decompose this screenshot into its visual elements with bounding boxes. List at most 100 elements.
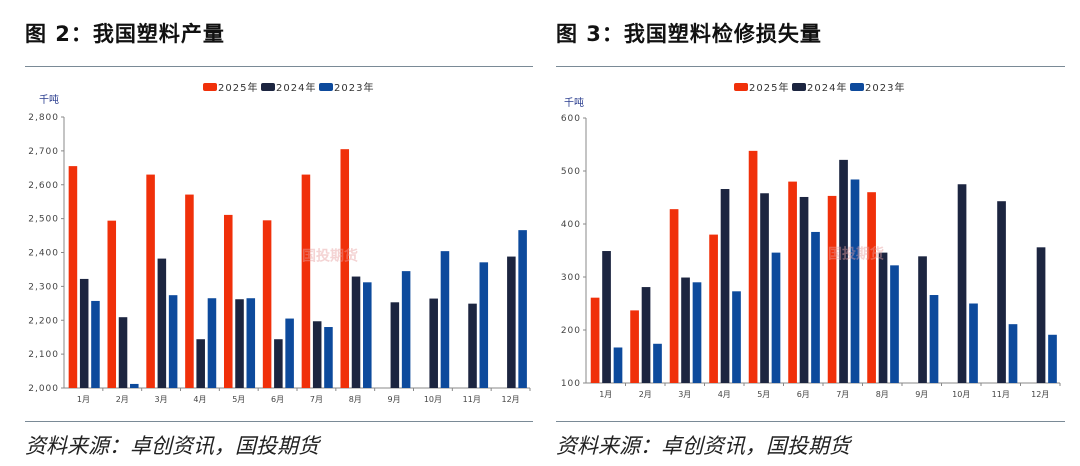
y-tick-label: 2,500 <box>28 215 59 225</box>
x-tick-label: 10月 <box>952 390 970 399</box>
x-tick-label: 8月 <box>349 395 362 404</box>
x-tick-label: 8月 <box>876 390 889 399</box>
x-tick-label: 6月 <box>271 395 284 404</box>
x-tick-label: 9月 <box>388 395 401 404</box>
bar-2024年 <box>918 256 927 383</box>
y-tick-label: 100 <box>561 379 581 389</box>
bar-2023年 <box>1048 334 1057 383</box>
bar-2023年 <box>246 298 256 388</box>
x-tick-label: 1月 <box>77 395 90 404</box>
bar-2024年 <box>641 287 651 383</box>
chart-panel-maintenance-loss: 图 3：我国塑料检修损失量 2025年 2024年 2023年 千吨 100 200 300… <box>556 0 1065 466</box>
y-tick-label: 500 <box>561 167 581 177</box>
x-tick-label: 10月 <box>424 395 442 404</box>
x-tick-label: 4月 <box>193 395 206 404</box>
bar-2023年 <box>890 265 899 383</box>
bar-2023年 <box>168 295 178 388</box>
y-tick-label: 300 <box>561 273 581 283</box>
bar-2023年 <box>692 282 702 383</box>
bar-2024年 <box>760 193 769 383</box>
x-tick-label: 12月 <box>501 395 519 404</box>
bar-2025年 <box>146 174 155 388</box>
bar-2024年 <box>878 252 888 383</box>
y-tick-label: 2,300 <box>28 282 59 292</box>
chart-panel-production: 图 2：我国塑料产量 2025年 2024年 2023年 千吨 2,000 2,100 2,… <box>25 0 533 466</box>
bar-2023年 <box>1008 324 1018 383</box>
x-tick-label: 6月 <box>797 390 810 399</box>
x-tick-label: 1月 <box>599 390 612 399</box>
bar-2024年 <box>79 278 89 388</box>
bar-2025年 <box>301 174 311 388</box>
legend-label: 2025年 <box>218 81 258 94</box>
bar-2024年 <box>274 339 283 388</box>
bar-2025年 <box>788 181 797 383</box>
bar-2023年 <box>518 230 527 388</box>
chart-title: 图 2：我国塑料产量 <box>25 22 225 46</box>
bar-2024年 <box>1036 247 1046 383</box>
x-tick-label: 7月 <box>310 395 323 404</box>
legend-swatch <box>261 83 275 91</box>
y-tick-label: 2,700 <box>28 147 59 157</box>
bar-2024年 <box>429 298 438 388</box>
bar-2024年 <box>351 276 361 388</box>
legend-swatch <box>734 83 748 91</box>
watermark-logo: 国投期货 <box>302 248 358 265</box>
bar-2023年 <box>91 300 100 388</box>
bar-2023年 <box>479 262 489 388</box>
x-tick-label: 11月 <box>992 390 1010 399</box>
y-axis-unit: 千吨 <box>39 93 59 106</box>
bar-2023年 <box>613 347 623 383</box>
x-tick-label: 2月 <box>116 395 129 404</box>
y-tick-label: 200 <box>561 326 581 336</box>
bar-2023年 <box>363 282 372 388</box>
bar-2023年 <box>732 291 741 383</box>
legend-label: 2023年 <box>865 81 905 94</box>
source-note: 资料来源：卓创资讯，国投期货 <box>25 434 319 458</box>
bar-2025年 <box>748 150 758 383</box>
divider <box>25 66 533 67</box>
bar-2024年 <box>681 277 690 383</box>
bar-2024年 <box>957 184 967 383</box>
x-tick-label: 3月 <box>155 395 168 404</box>
bar-2023年 <box>969 303 978 383</box>
bar-2024年 <box>720 189 730 383</box>
bar-2024年 <box>507 256 516 388</box>
bar-2023年 <box>929 295 939 383</box>
legend-label: 2025年 <box>749 81 789 94</box>
legend-label: 2024年 <box>276 81 316 94</box>
bar-2024年 <box>390 302 400 388</box>
bar-2025年 <box>827 195 837 383</box>
bar-2023年 <box>811 231 820 383</box>
bar-2023年 <box>440 251 450 388</box>
bar-2024年 <box>997 201 1006 383</box>
chart-title: 图 3：我国塑料检修损失量 <box>556 22 822 46</box>
bar-2024年 <box>312 321 322 388</box>
bar-2024年 <box>118 317 128 388</box>
y-tick-label: 600 <box>561 114 581 124</box>
bar-2025年 <box>340 149 350 388</box>
bar-2023年 <box>207 298 217 388</box>
source-note: 资料来源：卓创资讯，国投期货 <box>556 434 850 458</box>
bar-2023年 <box>653 343 662 383</box>
x-tick-label: 5月 <box>757 390 770 399</box>
bar-2023年 <box>324 327 333 388</box>
x-tick-label: 3月 <box>678 390 691 399</box>
bar-2025年 <box>669 209 679 383</box>
bar-2024年 <box>799 196 809 383</box>
legend-swatch <box>792 83 806 91</box>
x-tick-label: 5月 <box>232 395 245 404</box>
y-tick-label: 2,600 <box>28 181 59 191</box>
x-tick-label: 12月 <box>1031 390 1049 399</box>
bar-2023年 <box>130 383 139 388</box>
legend-label: 2024年 <box>807 81 847 94</box>
legend-swatch <box>850 83 864 91</box>
bar-2025年 <box>709 234 718 383</box>
bar-2025年 <box>68 166 78 388</box>
x-tick-label: 2月 <box>639 390 652 399</box>
bar-2023年 <box>285 318 294 388</box>
bar-2024年 <box>235 299 244 388</box>
divider <box>25 421 533 422</box>
bar-2025年 <box>590 297 600 383</box>
x-tick-label: 7月 <box>836 390 849 399</box>
